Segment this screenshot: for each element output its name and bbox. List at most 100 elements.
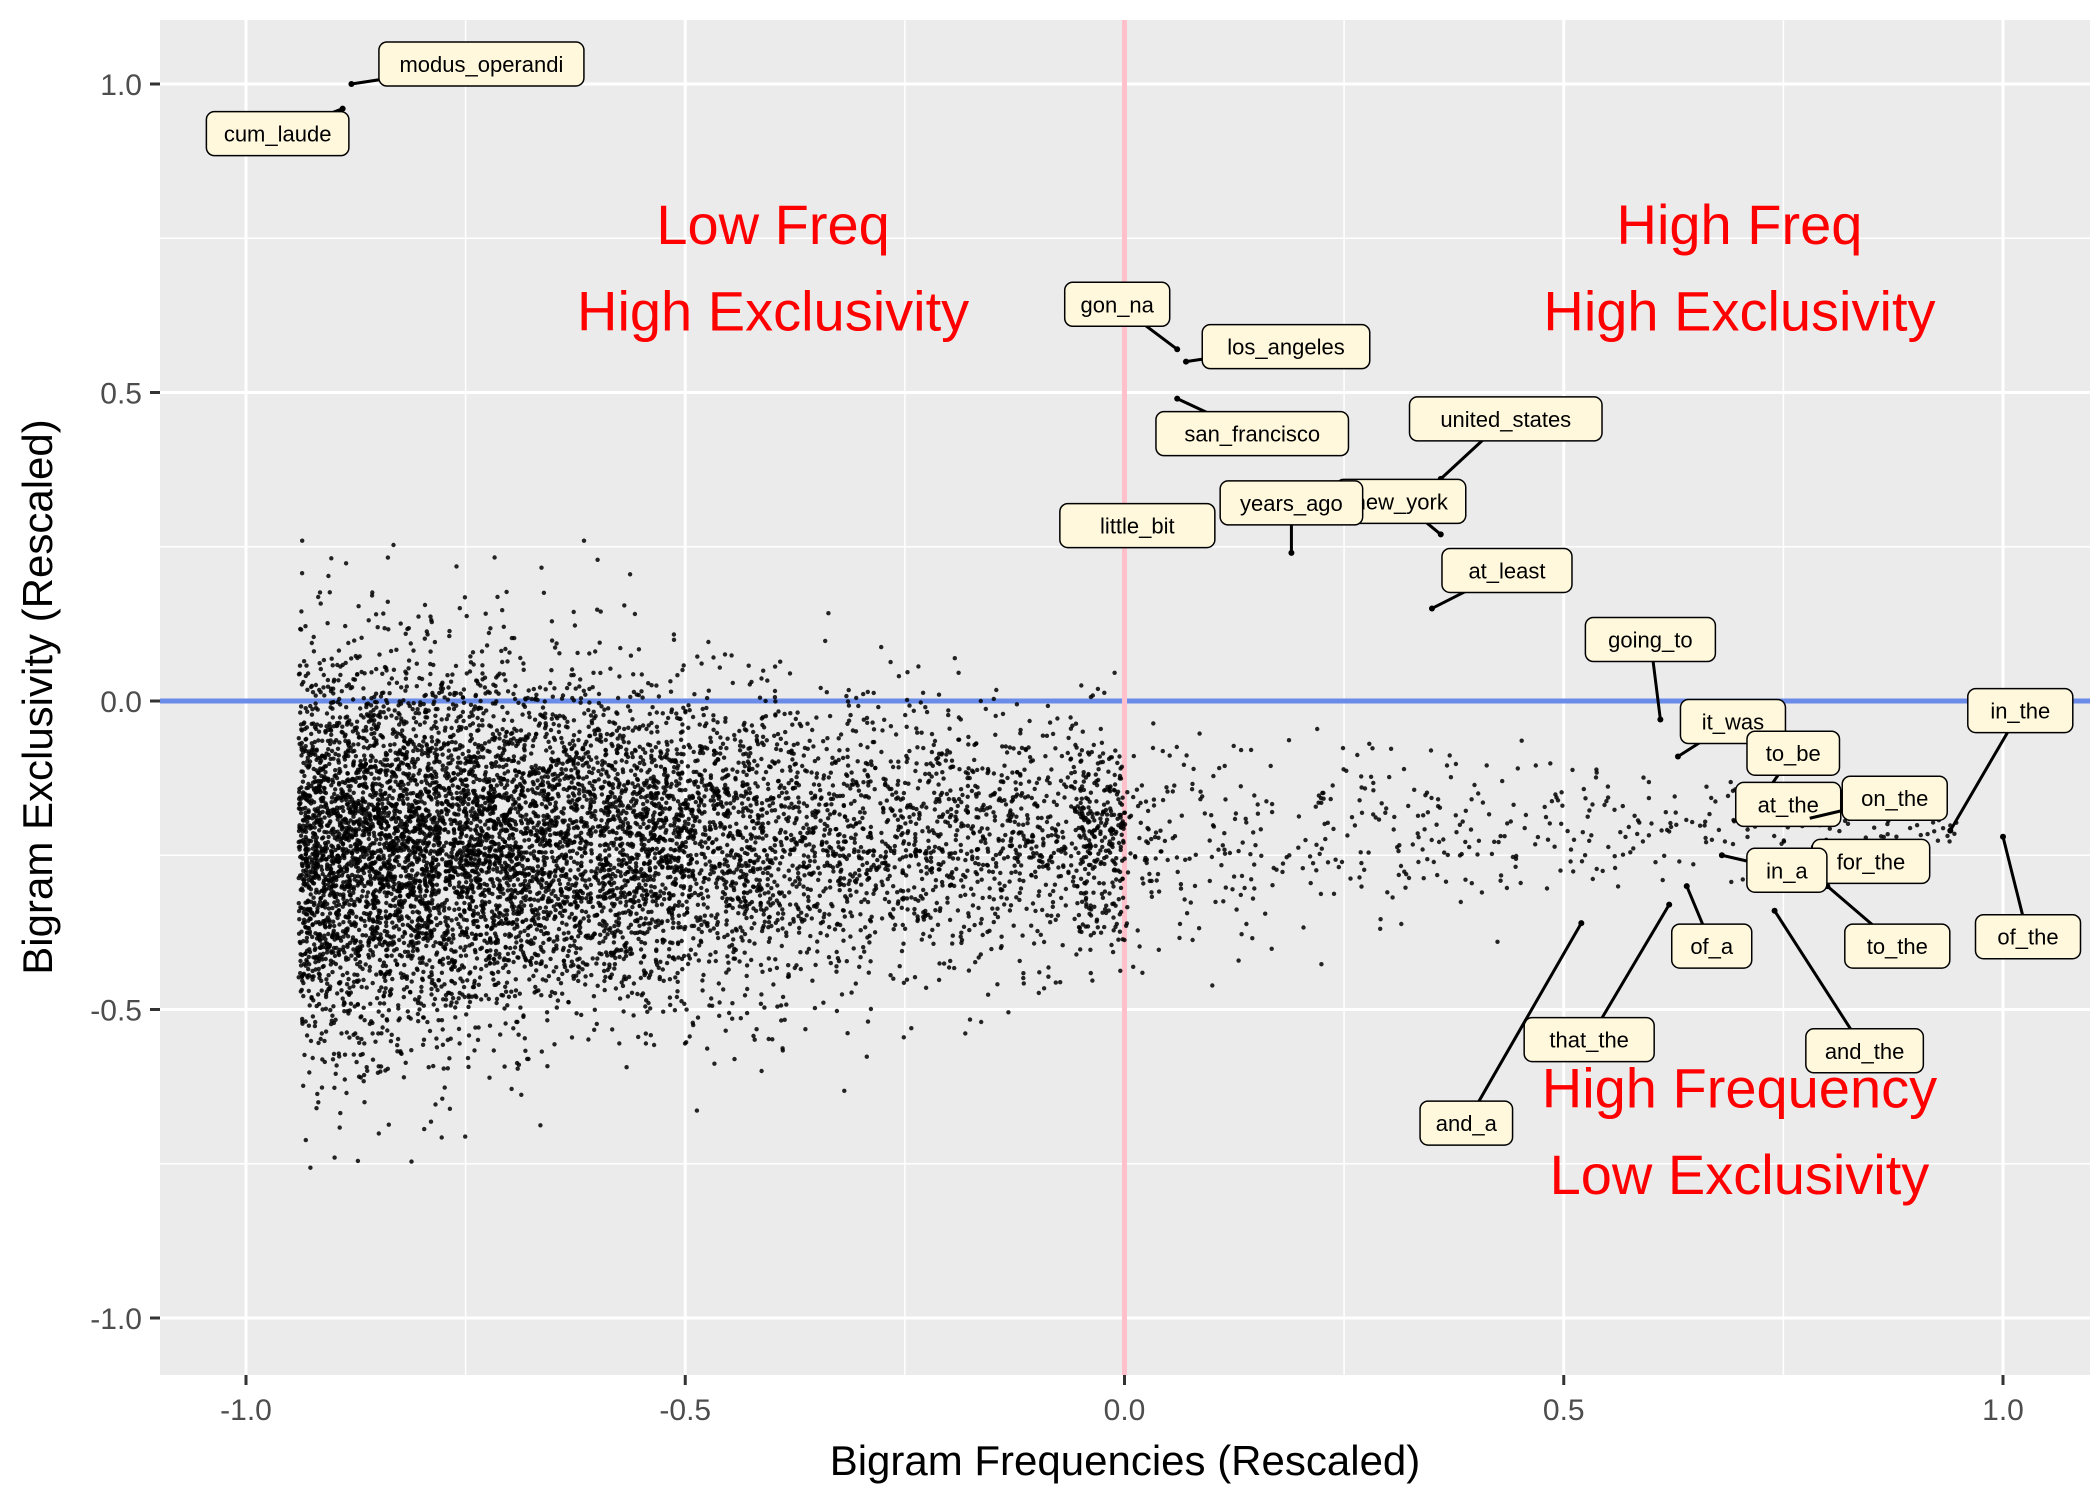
scatter-point bbox=[1034, 780, 1040, 786]
scatter-point bbox=[345, 970, 350, 976]
scatter-point bbox=[402, 738, 407, 743]
scatter-point bbox=[713, 881, 719, 886]
scatter-point bbox=[371, 830, 377, 835]
scatter-point bbox=[730, 897, 735, 902]
scatter-point bbox=[365, 890, 371, 895]
scatter-point bbox=[1005, 854, 1010, 860]
scatter-point bbox=[322, 815, 327, 820]
scatter-point bbox=[933, 908, 938, 913]
scatter-point bbox=[1069, 841, 1075, 846]
scatter-point bbox=[770, 893, 776, 898]
scatter-point bbox=[334, 721, 340, 726]
scatter-point bbox=[636, 876, 641, 881]
scatter-point bbox=[1239, 932, 1244, 937]
scatter-point bbox=[805, 886, 810, 892]
scatter-point bbox=[319, 978, 324, 983]
scatter-point bbox=[691, 749, 696, 755]
scatter-point bbox=[511, 797, 516, 802]
scatter-point bbox=[518, 1005, 523, 1010]
scatter-point bbox=[704, 695, 710, 701]
scatter-point bbox=[482, 938, 487, 943]
scatter-point bbox=[1061, 835, 1066, 840]
scatter-point bbox=[896, 759, 901, 764]
scatter-point bbox=[528, 903, 534, 908]
scatter-point bbox=[1412, 787, 1417, 792]
scatter-point bbox=[750, 819, 755, 824]
scatter-point bbox=[483, 993, 489, 998]
scatter-point bbox=[1138, 800, 1143, 806]
scatter-point bbox=[641, 878, 646, 883]
scatter-point bbox=[600, 767, 605, 772]
scatter-point bbox=[654, 903, 660, 908]
scatter-point bbox=[487, 899, 492, 905]
scatter-point bbox=[560, 771, 565, 776]
scatter-point bbox=[1013, 787, 1019, 792]
scatter-point bbox=[1252, 862, 1257, 867]
scatter-point bbox=[312, 942, 317, 947]
scatter-point bbox=[891, 884, 896, 889]
scatter-point bbox=[551, 878, 556, 883]
scatter-point bbox=[1674, 822, 1679, 827]
scatter-point bbox=[414, 684, 419, 689]
scatter-point bbox=[953, 814, 958, 819]
scatter-point bbox=[912, 906, 917, 912]
scatter-point bbox=[1390, 895, 1395, 900]
scatter-point bbox=[603, 737, 608, 743]
scatter-point bbox=[997, 787, 1002, 792]
scatter-point bbox=[825, 808, 830, 813]
scatter-point bbox=[427, 958, 432, 963]
scatter-point bbox=[609, 930, 615, 935]
scatter-point bbox=[830, 755, 835, 760]
scatter-point bbox=[627, 572, 633, 577]
scatter-point bbox=[1092, 834, 1098, 840]
scatter-point bbox=[845, 818, 850, 823]
scatter-point bbox=[481, 910, 486, 916]
scatter-point bbox=[377, 841, 382, 847]
scatter-point bbox=[634, 792, 640, 797]
scatter-point bbox=[1401, 766, 1407, 772]
scatter-point bbox=[868, 959, 873, 964]
scatter-point bbox=[841, 927, 846, 933]
scatter-point bbox=[1263, 911, 1268, 916]
scatter-point bbox=[673, 847, 678, 853]
scatter-point bbox=[450, 796, 455, 801]
scatter-point bbox=[803, 1027, 808, 1032]
scatter-point bbox=[1403, 885, 1408, 890]
scatter-point bbox=[1036, 776, 1042, 781]
scatter-point bbox=[1051, 799, 1057, 804]
scatter-point bbox=[381, 960, 387, 965]
scatter-point bbox=[769, 886, 774, 891]
scatter-point bbox=[355, 1002, 360, 1007]
scatter-point bbox=[842, 814, 848, 820]
scatter-point bbox=[612, 962, 618, 967]
scatter-point bbox=[1315, 726, 1320, 732]
scatter-point bbox=[487, 749, 492, 754]
scatter-point bbox=[1112, 772, 1117, 778]
scatter-point bbox=[645, 1009, 650, 1014]
scatter-point bbox=[584, 797, 589, 802]
scatter-point bbox=[411, 727, 416, 732]
scatter-point bbox=[443, 919, 448, 924]
scatter-point bbox=[506, 994, 512, 999]
scatter-point bbox=[478, 819, 483, 824]
scatter-point bbox=[738, 793, 744, 798]
scatter-point bbox=[340, 805, 345, 810]
scatter-point bbox=[614, 886, 620, 891]
scatter-point bbox=[1054, 802, 1060, 808]
scatter-point bbox=[368, 758, 373, 764]
scatter-point bbox=[313, 946, 318, 951]
scatter-point bbox=[630, 781, 635, 786]
scatter-point bbox=[497, 878, 502, 883]
scatter-point bbox=[447, 691, 453, 697]
scatter-point bbox=[560, 844, 565, 849]
scatter-point bbox=[480, 671, 485, 676]
scatter-point bbox=[430, 891, 435, 897]
scatter-point bbox=[744, 772, 749, 778]
scatter-point bbox=[410, 910, 415, 915]
scatter-point bbox=[804, 814, 809, 820]
scatter-point bbox=[298, 710, 303, 715]
scatter-point bbox=[1003, 744, 1008, 749]
scatter-point bbox=[343, 561, 349, 566]
scatter-point bbox=[357, 1040, 362, 1046]
scatter-point bbox=[534, 968, 539, 973]
